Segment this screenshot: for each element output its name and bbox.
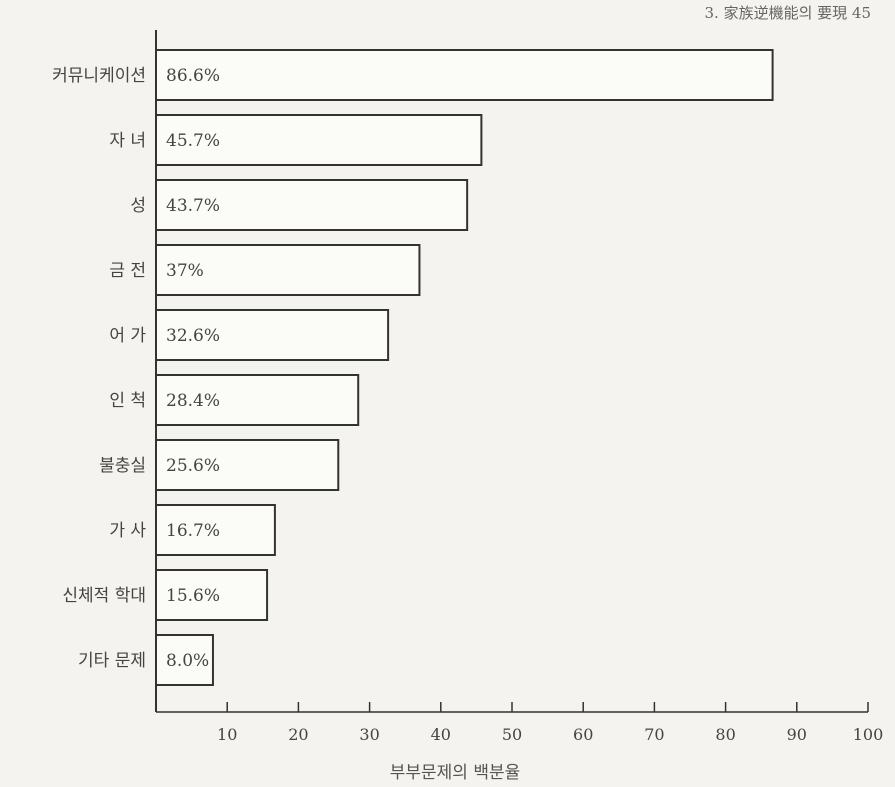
value-label-5: 28.4% xyxy=(166,391,220,411)
value-label-9: 8.0% xyxy=(166,651,209,671)
bar-7 xyxy=(155,504,276,556)
x-tick-label-2: 30 xyxy=(359,725,379,744)
value-label-8: 15.6% xyxy=(166,586,220,606)
category-label-4: 어 가 xyxy=(109,326,146,346)
category-label-3: 금 전 xyxy=(109,261,146,281)
category-label-7: 가 사 xyxy=(109,521,146,541)
x-tick-label-9: 100 xyxy=(853,725,884,744)
category-label-0: 커뮤니케이션 xyxy=(52,66,146,86)
category-label-9: 기타 문제 xyxy=(78,651,146,671)
bar-9 xyxy=(155,634,214,686)
value-label-4: 32.6% xyxy=(166,326,220,346)
category-label-2: 성 xyxy=(130,196,146,216)
category-label-5: 인 척 xyxy=(109,391,146,411)
x-tick-label-0: 10 xyxy=(217,725,237,744)
bar-0 xyxy=(155,49,774,101)
labels-group: 86.6% 커뮤니케이션 45.7% 자 녀 43.7% 성 37% 금 전 32.6% 어 가 2… xyxy=(52,66,220,671)
x-tick-label-6: 70 xyxy=(644,725,664,744)
bar-1 xyxy=(155,114,483,166)
x-axis-title: 부부문제의 백분율 xyxy=(390,763,521,783)
page-header: 3. 家族逆機能의 要現 45 xyxy=(704,4,871,22)
value-label-0: 86.6% xyxy=(166,66,220,86)
category-label-6: 불충실 xyxy=(99,456,146,476)
x-tick-label-3: 40 xyxy=(431,725,451,744)
value-label-7: 16.7% xyxy=(166,521,220,541)
bars-group xyxy=(155,49,774,686)
bar-8 xyxy=(155,569,269,621)
x-tick-label-5: 60 xyxy=(573,725,593,744)
x-tick-label-7: 80 xyxy=(715,725,735,744)
x-tick-label-1: 20 xyxy=(288,725,308,744)
bar-4 xyxy=(155,309,390,361)
value-label-3: 37% xyxy=(166,261,204,281)
x-tick-label-4: 50 xyxy=(502,725,522,744)
x-axis: 10 20 30 40 50 60 70 80 90 100 xyxy=(155,30,884,744)
bar-6 xyxy=(155,439,340,491)
value-label-1: 45.7% xyxy=(166,131,220,151)
bar-2 xyxy=(155,179,469,231)
value-label-6: 25.6% xyxy=(166,456,220,476)
bar-5 xyxy=(155,374,360,426)
category-label-8: 신체적 학대 xyxy=(62,586,146,606)
category-label-1: 자 녀 xyxy=(109,131,146,151)
x-tick-label-8: 90 xyxy=(787,725,807,744)
value-label-2: 43.7% xyxy=(166,196,220,216)
